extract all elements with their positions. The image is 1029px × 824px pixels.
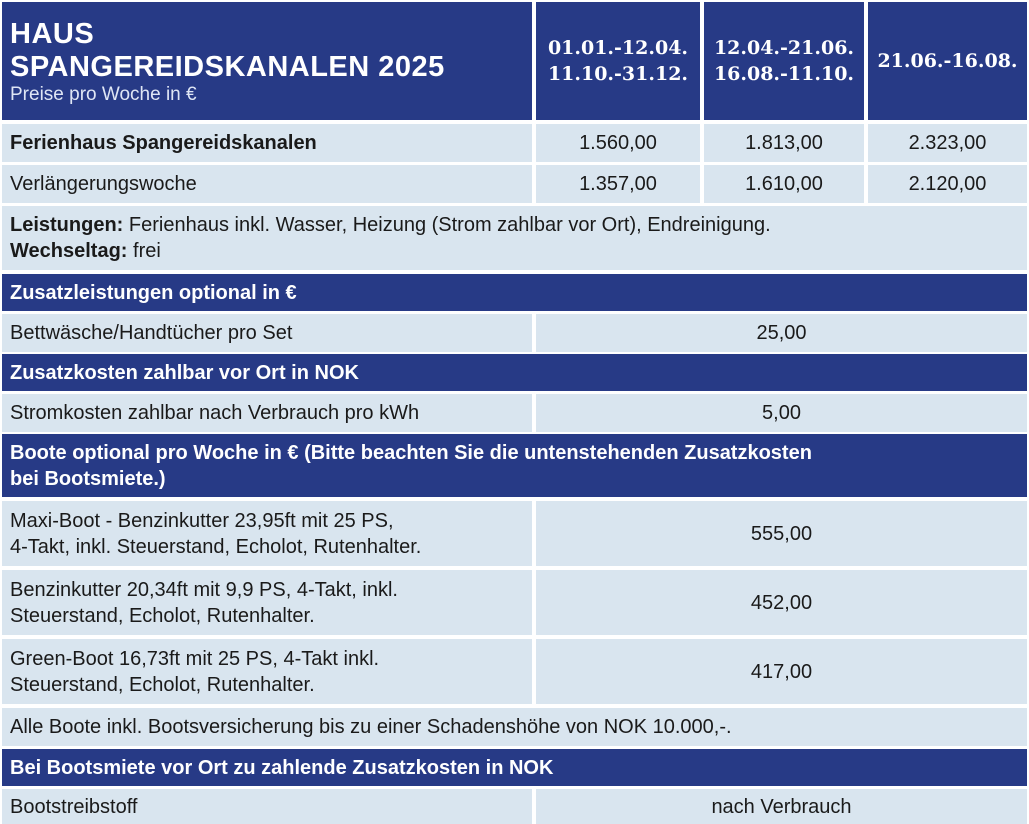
boat-row-value: 417,00 [536, 639, 1027, 704]
boat-row-label: Benzinkutter 20,34ft mit 9,9 PS, 4-Takt,… [2, 570, 532, 635]
local-cost-row-value: 5,00 [536, 394, 1027, 432]
boat-row-label: Green-Boot 16,73ft mit 25 PS, 4-Takt ink… [2, 639, 532, 704]
price-row-label: Ferienhaus Spangereidskanalen [2, 124, 532, 162]
price-row-label: Verlängerungswoche [2, 165, 532, 203]
period-header-3: 21.06.-16.08. [868, 2, 1027, 120]
price-value: 2.120,00 [868, 165, 1027, 203]
leistungen-text: Ferienhaus inkl. Wasser, Heizung (Strom … [123, 214, 771, 236]
section-header-optional: Zusatzleistungen optional in € [2, 274, 1027, 311]
optional-row-value: 25,00 [536, 314, 1027, 352]
boats-title-line-2: bei Bootsmiete.) [10, 467, 166, 490]
boat-row-value: 452,00 [536, 570, 1027, 635]
price-value: 1.610,00 [704, 165, 864, 203]
title-cell: HAUS SPANGEREIDSKANALEN 2025 Preise pro … [2, 2, 532, 120]
price-value: 2.323,00 [868, 124, 1027, 162]
section-header-boat-costs: Bei Bootsmiete vor Ort zu zahlende Zusat… [2, 749, 1027, 786]
leistungen-label: Leistungen: [10, 214, 124, 236]
services-line: Leistungen: Ferienhaus inkl. Wasser, Hei… [10, 212, 771, 238]
title-line-2: SPANGEREIDSKANALEN 2025 [10, 50, 445, 83]
wechseltag-line: Wechseltag: frei [10, 238, 161, 264]
price-value: 1.813,00 [704, 124, 864, 162]
local-cost-row-label: Stromkosten zahlbar nach Verbrauch pro k… [2, 394, 532, 432]
wechseltag-label: Wechseltag: [10, 240, 128, 262]
boat-cost-row-value: nach Verbrauch [536, 789, 1027, 824]
section-header-local-costs: Zusatzkosten zahlbar vor Ort in NOK [2, 354, 1027, 391]
subtitle: Preise pro Woche in € [10, 83, 197, 105]
wechseltag-text: frei [127, 240, 161, 262]
boats-title-line-1: Boote optional pro Woche in € (Bitte bea… [10, 441, 812, 464]
boats-note: Alle Boote inkl. Bootsversicherung bis z… [2, 708, 1027, 746]
price-value: 1.560,00 [536, 124, 700, 162]
title-line-1: HAUS [10, 17, 95, 50]
period-header-1: 01.01.-12.04. 11.10.-31.12. [536, 2, 700, 120]
boat-row-label: Maxi-Boot - Benzinkutter 23,95ft mit 25 … [2, 501, 532, 566]
period-header-2: 12.04.-21.06. 16.08.-11.10. [704, 2, 864, 120]
price-value: 1.357,00 [536, 165, 700, 203]
optional-row-label: Bettwäsche/Handtücher pro Set [2, 314, 532, 352]
boat-cost-row-label: Bootstreibstoff [2, 789, 532, 824]
services-cell: Leistungen: Ferienhaus inkl. Wasser, Hei… [2, 206, 1027, 270]
section-header-boats: Boote optional pro Woche in € (Bitte bea… [2, 434, 1027, 497]
boat-row-value: 555,00 [536, 501, 1027, 566]
